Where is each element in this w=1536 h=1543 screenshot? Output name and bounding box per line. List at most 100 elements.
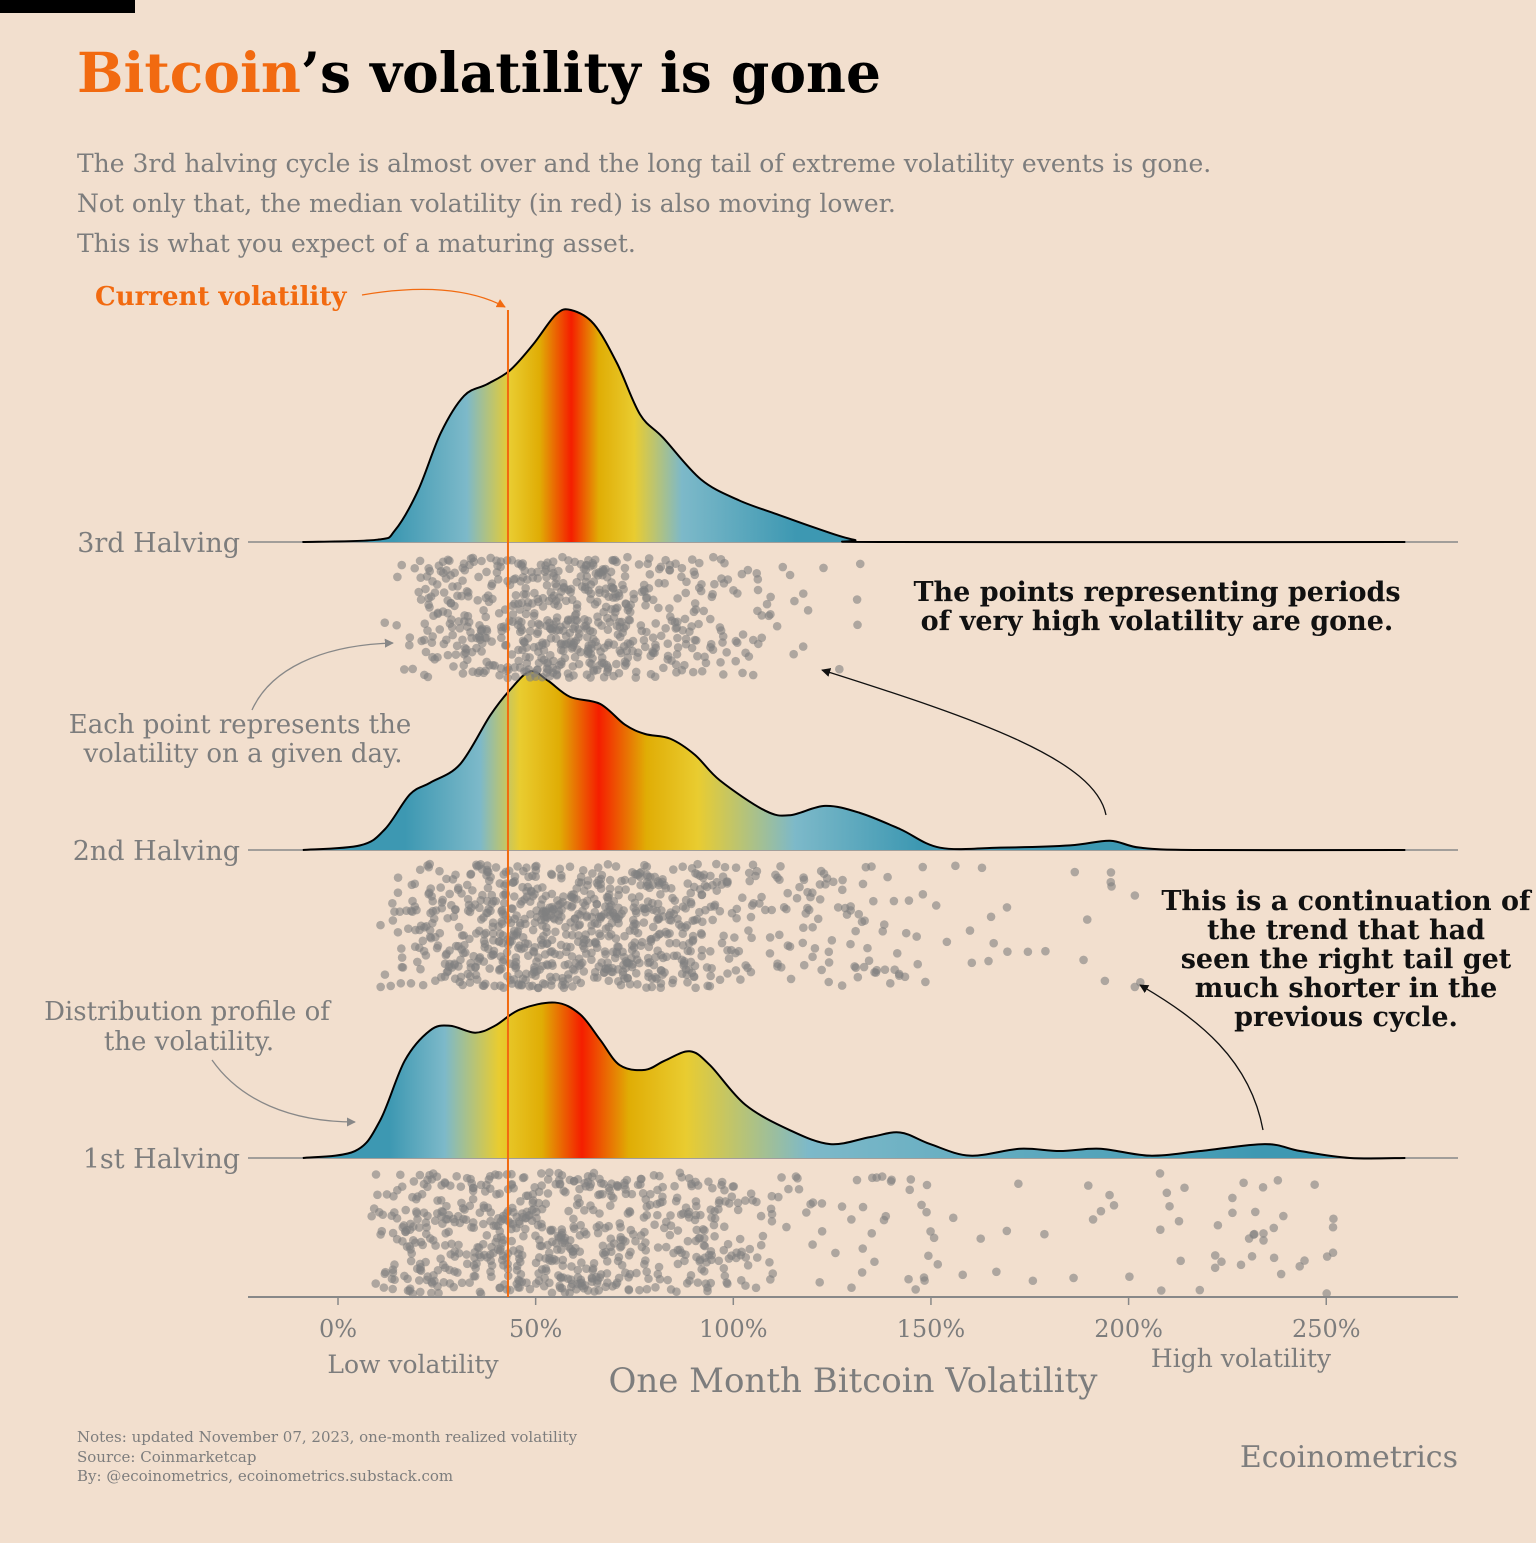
data-point — [585, 658, 594, 667]
data-point — [413, 957, 422, 967]
data-point — [724, 954, 734, 963]
data-point — [521, 1191, 531, 1201]
data-point — [714, 1256, 724, 1266]
data-point — [677, 1248, 686, 1258]
data-point — [589, 665, 598, 674]
footer-by: By: @ecoinometrics, ecoinometrics.substa… — [77, 1467, 453, 1485]
data-point — [731, 966, 741, 975]
data-point — [561, 922, 570, 932]
data-point — [716, 555, 726, 564]
data-point — [696, 586, 706, 596]
data-point — [808, 952, 817, 962]
data-point — [416, 573, 425, 583]
data-point — [778, 562, 788, 572]
data-point — [374, 1208, 384, 1217]
data-point — [532, 1213, 541, 1223]
data-point — [719, 1264, 729, 1273]
data-point — [706, 642, 715, 652]
data-point — [663, 1275, 673, 1285]
data-point — [499, 870, 509, 879]
data-point — [561, 1187, 570, 1197]
data-point — [838, 875, 847, 885]
data-point — [481, 593, 491, 603]
data-point — [673, 633, 682, 643]
data-point — [403, 1274, 412, 1284]
data-point — [1279, 1211, 1288, 1221]
density-curve — [302, 1001, 1406, 1160]
data-point — [653, 899, 663, 909]
data-point — [530, 918, 540, 927]
data-point — [579, 967, 589, 976]
data-point — [569, 1222, 578, 1231]
data-point — [715, 623, 725, 632]
data-point — [547, 935, 557, 945]
data-point — [803, 903, 812, 913]
data-point — [536, 560, 546, 570]
data-point — [762, 599, 772, 609]
data-point — [480, 1187, 490, 1196]
data-point — [858, 879, 868, 889]
data-point — [913, 959, 923, 969]
data-point — [498, 909, 508, 919]
data-point — [676, 1210, 686, 1219]
data-point — [635, 892, 644, 901]
data-point — [644, 1274, 653, 1284]
data-point — [435, 928, 445, 938]
data-point — [567, 1262, 576, 1271]
data-point — [508, 1219, 518, 1229]
data-point — [530, 588, 539, 598]
data-point — [564, 673, 574, 682]
data-point — [931, 901, 941, 910]
data-point — [405, 1225, 415, 1234]
data-point — [572, 975, 581, 985]
data-point — [643, 559, 652, 569]
data-point — [691, 983, 700, 993]
data-point — [767, 905, 777, 915]
data-point — [599, 658, 609, 668]
data-point — [918, 862, 928, 872]
data-point — [534, 1269, 543, 1278]
data-point — [1100, 976, 1110, 986]
data-point — [457, 1198, 466, 1208]
data-point — [548, 961, 557, 970]
data-point — [638, 1189, 648, 1198]
data-point — [658, 953, 668, 963]
density-curve — [302, 670, 1406, 852]
data-point — [595, 1174, 604, 1184]
data-point — [650, 972, 660, 982]
data-point — [483, 944, 493, 954]
data-point — [653, 1210, 662, 1220]
data-point — [437, 898, 447, 907]
data-point — [557, 587, 566, 596]
ridge-label: 1st Halving — [83, 1144, 240, 1175]
data-point — [824, 947, 834, 957]
continuation-arrow — [1139, 984, 1264, 1131]
data-point — [450, 1267, 459, 1276]
data-point — [542, 1266, 551, 1276]
data-point — [388, 916, 398, 925]
data-point — [642, 1284, 652, 1294]
data-point — [712, 859, 721, 869]
data-point — [686, 957, 696, 967]
data-point — [528, 1189, 538, 1199]
data-point — [520, 1224, 530, 1234]
each-point-arrow — [251, 638, 394, 711]
data-point — [565, 1235, 575, 1245]
data-point — [808, 888, 817, 898]
data-point — [484, 1175, 494, 1184]
data-point — [562, 942, 571, 952]
data-point — [1083, 1181, 1093, 1190]
data-point — [1174, 1216, 1184, 1226]
data-point — [723, 946, 732, 955]
data-point — [819, 869, 829, 878]
data-point — [521, 939, 530, 948]
data-point — [559, 646, 568, 656]
data-point — [640, 860, 649, 870]
data-point — [878, 927, 888, 936]
data-point — [644, 958, 653, 968]
data-point — [627, 945, 637, 955]
data-point — [637, 587, 647, 597]
data-point — [748, 860, 758, 870]
data-point — [699, 1240, 709, 1250]
data-point — [449, 662, 458, 671]
